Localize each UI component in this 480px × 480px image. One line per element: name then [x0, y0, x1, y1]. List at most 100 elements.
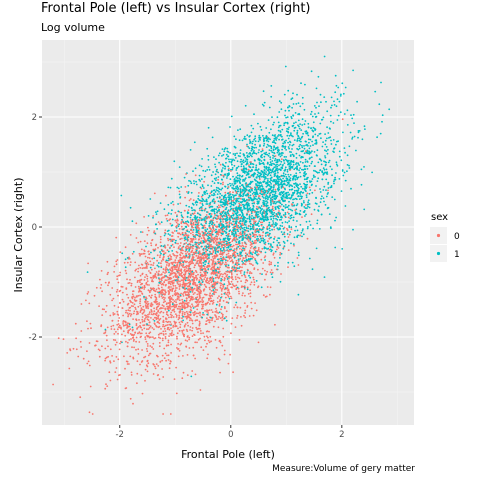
data-point [192, 233, 194, 236]
data-point [305, 220, 308, 223]
data-point [279, 133, 282, 136]
data-point [261, 234, 264, 237]
data-point [176, 219, 179, 222]
data-point [221, 253, 224, 256]
data-point [138, 341, 141, 343]
data-point [231, 267, 233, 269]
data-point [198, 207, 201, 210]
data-point [291, 148, 293, 150]
data-point [272, 123, 274, 126]
data-point [119, 302, 121, 304]
data-point [168, 276, 170, 279]
data-point [230, 272, 233, 275]
data-point [198, 301, 201, 304]
data-point [246, 288, 249, 291]
data-point [212, 171, 215, 173]
data-point [296, 203, 299, 205]
data-point [219, 206, 221, 209]
data-point [201, 303, 203, 306]
data-point [246, 198, 248, 201]
data-point [86, 271, 89, 273]
data-point [194, 373, 197, 376]
data-point [146, 323, 149, 325]
data-point [337, 114, 340, 117]
data-point [214, 288, 217, 291]
data-point [159, 238, 162, 241]
data-point [221, 315, 224, 318]
data-point [151, 294, 153, 297]
data-point [222, 221, 225, 223]
data-point [208, 321, 211, 324]
data-point [346, 124, 349, 126]
data-point [290, 188, 293, 191]
data-point [262, 262, 265, 264]
data-point [165, 264, 168, 266]
data-point [272, 241, 275, 244]
data-point [161, 304, 164, 307]
data-point [116, 323, 119, 326]
data-point [272, 154, 274, 157]
data-point [66, 352, 69, 354]
data-point [308, 152, 311, 155]
data-point [197, 273, 199, 276]
data-point [68, 367, 71, 370]
data-point [232, 188, 235, 190]
data-point [137, 291, 140, 293]
data-point [201, 231, 204, 233]
data-point [171, 218, 174, 221]
data-point [287, 194, 290, 196]
data-point [164, 246, 167, 249]
data-point [169, 413, 172, 415]
data-point [163, 327, 166, 330]
data-point [268, 263, 271, 266]
data-point [222, 167, 224, 169]
data-point [278, 168, 280, 171]
data-point [289, 177, 292, 180]
data-point [180, 342, 183, 345]
data-point [335, 163, 338, 166]
data-point [177, 246, 180, 249]
data-point [236, 280, 239, 283]
data-point [286, 181, 289, 184]
data-point [227, 212, 230, 215]
data-point [153, 320, 156, 322]
data-point [192, 354, 195, 357]
data-point [226, 291, 229, 294]
data-point [147, 314, 149, 316]
data-point [291, 178, 294, 180]
data-point [171, 209, 173, 212]
data-point [204, 304, 207, 306]
data-point [255, 183, 257, 185]
data-point [162, 311, 165, 314]
data-point [220, 170, 223, 173]
data-point [154, 365, 156, 368]
data-point [303, 152, 306, 155]
data-point [182, 295, 185, 297]
data-point [173, 230, 176, 232]
data-point [232, 220, 235, 223]
data-point [174, 324, 177, 327]
data-point [152, 336, 154, 338]
data-point [291, 194, 294, 197]
data-point [243, 302, 246, 304]
data-point [251, 180, 254, 183]
data-point [145, 245, 147, 248]
data-point [249, 289, 252, 292]
data-point [380, 81, 382, 84]
data-point [200, 223, 203, 226]
data-point [307, 199, 310, 202]
data-point [158, 378, 161, 381]
data-point [159, 254, 162, 257]
data-point [94, 344, 97, 347]
data-point [266, 143, 269, 146]
data-point [270, 261, 273, 264]
data-point [153, 290, 156, 292]
data-point [185, 204, 188, 207]
data-point [139, 321, 142, 324]
data-point [204, 339, 206, 342]
data-point [338, 100, 341, 103]
data-point [268, 227, 271, 230]
data-point [284, 147, 286, 150]
data-point [173, 160, 176, 163]
data-point [210, 285, 213, 288]
